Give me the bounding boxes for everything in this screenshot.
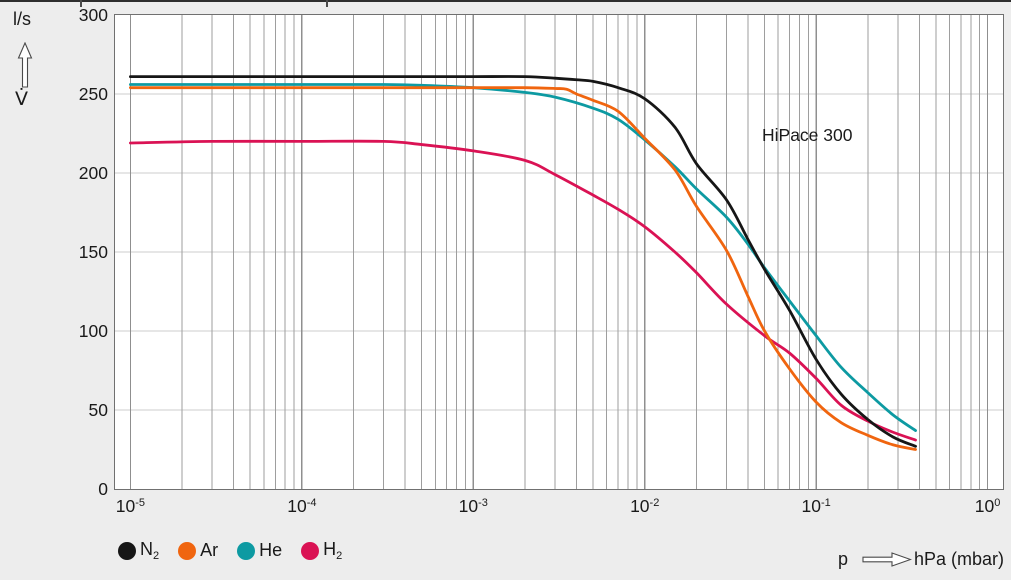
chart-canvas	[114, 14, 1003, 489]
legend-item-H2: H2	[301, 539, 342, 562]
y-axis-unit-label: l/s	[13, 9, 31, 29]
x-axis-caption: p hPa (mbar)	[838, 549, 1004, 570]
y-axis-quantity-symbol: V̇	[15, 88, 28, 110]
x-tick-label: 10-5	[115, 496, 146, 516]
y-tick-label: 0	[98, 479, 108, 499]
legend-dot	[237, 541, 256, 560]
curve-H2	[128, 139, 917, 441]
y-tick-label: 200	[78, 163, 108, 183]
x-axis-unit-label: hPa (mbar)	[913, 549, 1004, 569]
y-tick-label: 150	[78, 242, 108, 262]
legend: N2 Ar He H2	[118, 539, 342, 562]
x-tick-label: 10-1	[801, 496, 831, 516]
legend-label: H2	[323, 539, 343, 562]
x-tick-label: 10-4	[287, 496, 317, 516]
x-axis-quantity-symbol: p	[837, 549, 848, 569]
top-border-line	[0, 0, 1011, 2]
curve-N2	[128, 74, 917, 448]
legend-dot	[118, 541, 136, 560]
legend-item-He: He	[237, 540, 282, 561]
curve-Ar	[128, 85, 917, 451]
legend-label: N2	[140, 539, 160, 562]
y-tick-label: 300	[78, 5, 108, 25]
x-tick-label: 10-3	[458, 496, 488, 516]
x-tick-label: 10-2	[630, 496, 660, 516]
y-tick-label: 50	[88, 400, 108, 420]
legend-dot	[301, 541, 320, 560]
top-edge-tick	[326, 0, 328, 7]
legend-item-N2: N2	[118, 539, 159, 562]
x-tick-label: 100	[974, 496, 1001, 516]
legend-label: Ar	[200, 540, 219, 560]
series-annotation-hipace-300: HiPace 300	[762, 125, 853, 145]
top-edge-tick	[80, 0, 82, 7]
legend-dot	[178, 541, 197, 560]
legend-label: He	[259, 540, 283, 560]
legend-item-Ar: Ar	[178, 540, 218, 561]
y-tick-label: 100	[78, 321, 108, 341]
up-arrow-icon	[17, 41, 33, 93]
gridlines	[114, 14, 1003, 489]
y-tick-label: 250	[78, 84, 108, 104]
right-arrow-icon	[862, 552, 912, 567]
curves	[128, 74, 917, 451]
plot-area	[113, 13, 1004, 490]
